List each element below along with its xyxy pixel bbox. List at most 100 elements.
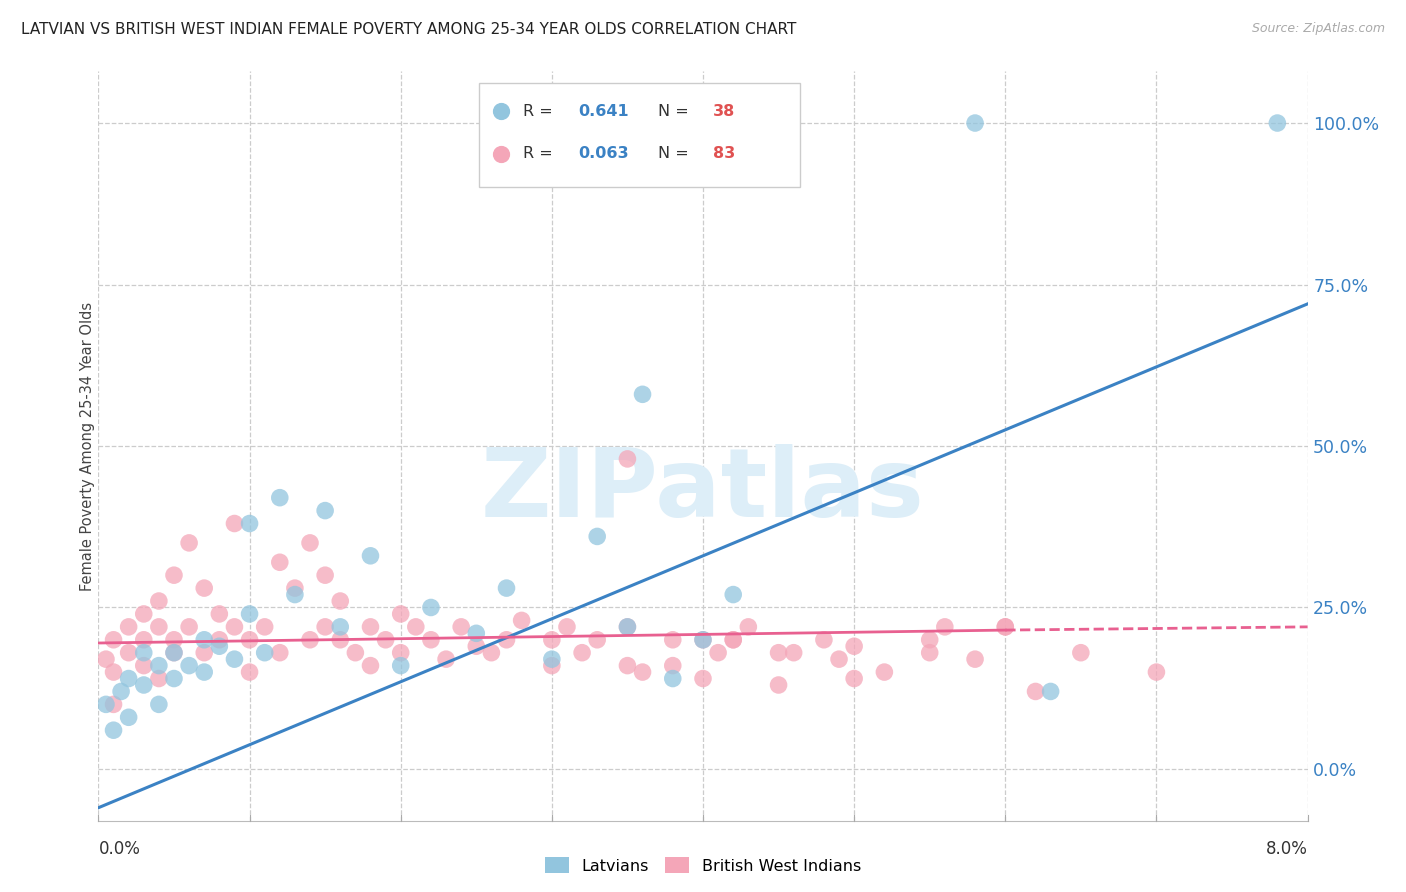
Point	[994, 620, 1017, 634]
Text: 0.641: 0.641	[578, 103, 628, 119]
Point	[540, 658, 562, 673]
Point	[269, 491, 291, 505]
Point	[918, 646, 941, 660]
Point	[723, 588, 745, 602]
Point	[661, 632, 683, 647]
Point	[934, 620, 956, 634]
Point	[299, 632, 322, 647]
Legend: Latvians, British West Indians: Latvians, British West Indians	[538, 851, 868, 880]
Point	[94, 652, 117, 666]
Point	[481, 646, 503, 660]
Point	[193, 646, 215, 660]
Point	[586, 529, 609, 543]
Point	[783, 646, 806, 660]
Point	[179, 620, 201, 634]
Point	[844, 639, 866, 653]
Point	[148, 658, 170, 673]
Text: 0.063: 0.063	[578, 146, 628, 161]
Point	[253, 646, 276, 660]
Point	[692, 632, 714, 647]
Point	[253, 620, 276, 634]
Point	[768, 646, 790, 660]
Point	[344, 646, 367, 660]
Point	[132, 646, 155, 660]
Point	[94, 698, 117, 712]
Point	[163, 568, 186, 582]
Point	[208, 607, 231, 621]
Point	[132, 607, 155, 621]
Point	[616, 620, 638, 634]
Point	[118, 646, 141, 660]
Text: N =: N =	[658, 103, 695, 119]
Point	[586, 632, 609, 647]
Point	[389, 646, 412, 660]
Point	[148, 698, 170, 712]
Point	[239, 516, 262, 531]
Point	[208, 632, 231, 647]
Point	[132, 658, 155, 673]
Point	[873, 665, 896, 679]
Point	[1070, 646, 1092, 660]
Point	[616, 620, 638, 634]
Point	[239, 665, 262, 679]
Point	[224, 620, 246, 634]
Point	[495, 581, 517, 595]
Point	[110, 684, 132, 698]
Point	[329, 594, 352, 608]
Point	[314, 568, 336, 582]
Point	[148, 594, 170, 608]
Point	[465, 639, 488, 653]
Point	[994, 620, 1017, 634]
Point	[103, 723, 125, 738]
Point	[239, 607, 262, 621]
Point	[163, 632, 186, 647]
Text: LATVIAN VS BRITISH WEST INDIAN FEMALE POVERTY AMONG 25-34 YEAR OLDS CORRELATION : LATVIAN VS BRITISH WEST INDIAN FEMALE PO…	[21, 22, 796, 37]
Point	[132, 678, 155, 692]
Point	[118, 710, 141, 724]
Text: 83: 83	[713, 146, 735, 161]
Point	[571, 646, 593, 660]
Point	[495, 632, 517, 647]
Point	[389, 607, 412, 621]
Point	[148, 620, 170, 634]
Point	[163, 646, 186, 660]
Point	[193, 665, 215, 679]
FancyBboxPatch shape	[479, 83, 800, 187]
Text: N =: N =	[658, 146, 695, 161]
Point	[374, 632, 396, 647]
Point	[723, 632, 745, 647]
Text: ZIPatlas: ZIPatlas	[481, 444, 925, 538]
Point	[540, 652, 562, 666]
Point	[224, 516, 246, 531]
Point	[405, 620, 427, 634]
Point	[299, 536, 322, 550]
Text: Source: ZipAtlas.com: Source: ZipAtlas.com	[1251, 22, 1385, 36]
Point	[360, 658, 382, 673]
Point	[661, 672, 683, 686]
Point	[813, 632, 835, 647]
Point	[284, 581, 307, 595]
Point	[1146, 665, 1168, 679]
Point	[132, 632, 155, 647]
Text: 8.0%: 8.0%	[1265, 840, 1308, 858]
Point	[692, 632, 714, 647]
Point	[450, 620, 472, 634]
Point	[103, 632, 125, 647]
Point	[465, 626, 488, 640]
Point	[284, 588, 307, 602]
Point	[723, 632, 745, 647]
Point	[1025, 684, 1047, 698]
Text: R =: R =	[523, 103, 558, 119]
Text: 38: 38	[713, 103, 735, 119]
Point	[329, 620, 352, 634]
Point	[179, 658, 201, 673]
Y-axis label: Female Poverty Among 25-34 Year Olds: Female Poverty Among 25-34 Year Olds	[80, 301, 94, 591]
Point	[360, 549, 382, 563]
Point	[844, 672, 866, 686]
Point	[420, 600, 443, 615]
Point	[768, 678, 790, 692]
Point	[661, 658, 683, 673]
Point	[148, 672, 170, 686]
Point	[314, 620, 336, 634]
Point	[269, 646, 291, 660]
